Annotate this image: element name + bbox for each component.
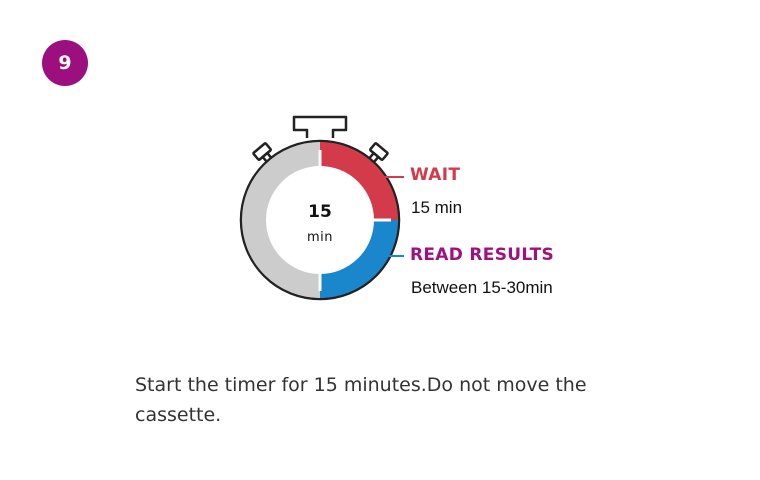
timer-center-value: 15 — [308, 202, 332, 222]
step-number-badge: 9 — [42, 40, 88, 86]
timer-ring-read-segment — [319, 219, 398, 298]
timer-ring-idle-segment — [242, 142, 321, 298]
stopwatch-crown — [292, 115, 348, 138]
timer-center-unit: min — [306, 230, 333, 245]
timer-ring-wait-segment — [319, 142, 398, 221]
timer-ring-separators — [318, 150, 391, 291]
read-results-window: Between 15-30min — [411, 278, 553, 297]
read-results-label: READ RESULTS — [410, 245, 555, 265]
timer-ring — [242, 142, 398, 298]
instruction-text: Start the timer for 15 minutes.Do not mo… — [135, 374, 587, 426]
wait-label: WAIT — [410, 165, 461, 185]
wait-duration: 15 min — [411, 198, 463, 217]
